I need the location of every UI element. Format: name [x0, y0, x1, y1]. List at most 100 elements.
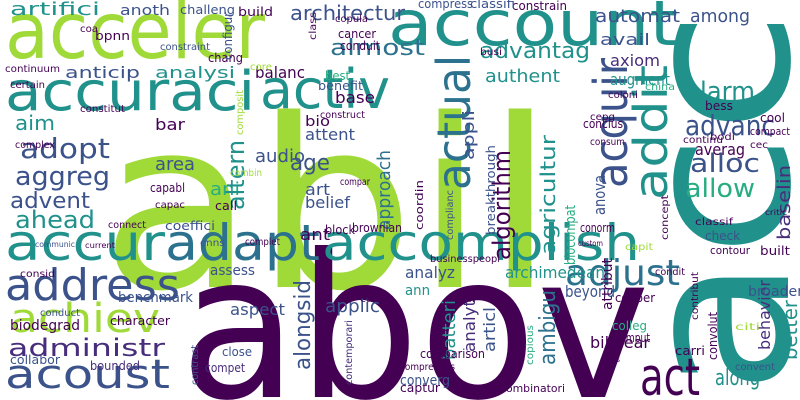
word: benchmark	[118, 290, 194, 306]
word: construct	[320, 110, 365, 121]
word: actual	[427, 55, 481, 190]
word: automat	[595, 6, 680, 27]
word: built	[760, 244, 790, 258]
word: constitut	[80, 104, 125, 115]
word: almost	[330, 36, 425, 61]
word: anticip	[65, 63, 140, 82]
word: complex	[15, 140, 55, 151]
word: ani	[210, 179, 240, 200]
word: combinatori	[500, 382, 565, 395]
word: cooper	[615, 291, 655, 305]
word: communic	[35, 240, 75, 249]
word: citi	[735, 322, 760, 333]
word: ahead	[15, 206, 95, 234]
word: alloc	[690, 149, 760, 179]
word: concept	[660, 195, 671, 240]
word: cool	[760, 111, 785, 125]
word: breakthrough	[484, 145, 498, 235]
word: allow	[685, 174, 755, 204]
word: comput	[615, 331, 650, 345]
word: consum	[590, 137, 625, 148]
word: ant	[300, 225, 330, 244]
word: critic	[765, 208, 787, 217]
word: core	[250, 62, 272, 73]
word: belief	[305, 193, 350, 212]
word: acoust	[5, 352, 170, 398]
word: coloni	[608, 90, 638, 101]
word: axiom	[610, 51, 660, 70]
word: cec	[750, 140, 768, 151]
word: analyt	[460, 300, 479, 352]
word: cell	[455, 291, 475, 305]
word: compact	[750, 125, 791, 138]
word: convent	[735, 362, 775, 373]
word: continuum	[5, 64, 60, 75]
word: accur	[5, 214, 166, 272]
word: copula	[335, 14, 368, 25]
word: condit	[655, 267, 685, 278]
word: acquir	[584, 58, 638, 188]
word: age	[290, 151, 330, 176]
word: china	[645, 82, 675, 93]
word: contribut	[690, 272, 701, 320]
word: colleg	[612, 319, 647, 333]
word: cancer	[338, 27, 376, 41]
word: certain	[10, 80, 45, 91]
word: biocompat	[563, 205, 579, 265]
word: capac	[155, 200, 185, 211]
word: call	[215, 199, 237, 213]
word: advantag	[480, 39, 590, 64]
word: accomplish	[322, 214, 640, 272]
word: addit	[624, 65, 678, 200]
word: complet	[245, 237, 280, 248]
word: custom	[578, 239, 603, 248]
word: best	[325, 69, 350, 83]
word: architectur	[290, 1, 406, 25]
word: account	[388, 0, 678, 60]
word: agricultur	[536, 134, 560, 255]
word: behavior	[755, 280, 774, 350]
word: challeng	[180, 3, 235, 17]
word: balanc	[255, 63, 305, 82]
word: anoth	[120, 3, 170, 19]
word: aspect	[230, 300, 285, 319]
word: better	[778, 299, 800, 360]
word: consid	[20, 269, 55, 280]
word: businesspeopl	[430, 254, 500, 265]
word: character	[110, 314, 170, 328]
word: build	[238, 5, 273, 19]
word: analysi	[155, 63, 235, 82]
word: anova	[590, 175, 609, 215]
word: constrain	[512, 0, 567, 13]
word: compress	[418, 0, 473, 11]
word: connect	[108, 220, 146, 231]
word: brownian	[352, 221, 402, 235]
word: case	[360, 294, 385, 305]
word: contemporari	[344, 320, 355, 385]
word: authent	[485, 66, 560, 87]
word: capabl	[150, 181, 185, 195]
word: current	[85, 241, 115, 250]
word: beyond	[565, 282, 615, 301]
word: abil	[100, 70, 555, 343]
word: acc	[599, 10, 800, 395]
word: benefit	[318, 79, 363, 93]
word: comparison	[420, 347, 485, 361]
word: close	[222, 345, 252, 359]
word: convolut	[706, 312, 720, 360]
word: combin	[230, 168, 262, 179]
word: appli	[459, 110, 478, 160]
word: continu	[683, 135, 723, 146]
word: compar	[340, 177, 371, 188]
word: constraint	[160, 42, 210, 53]
word: bpnn	[95, 29, 130, 43]
word: alarm	[685, 77, 755, 107]
word: analyz	[405, 263, 455, 282]
word: classif	[695, 217, 734, 228]
word: contrast	[190, 345, 201, 385]
word: alongsid	[291, 280, 316, 370]
word: batteri	[439, 300, 460, 360]
word: acceler	[5, 0, 266, 77]
word: advent	[10, 189, 90, 214]
